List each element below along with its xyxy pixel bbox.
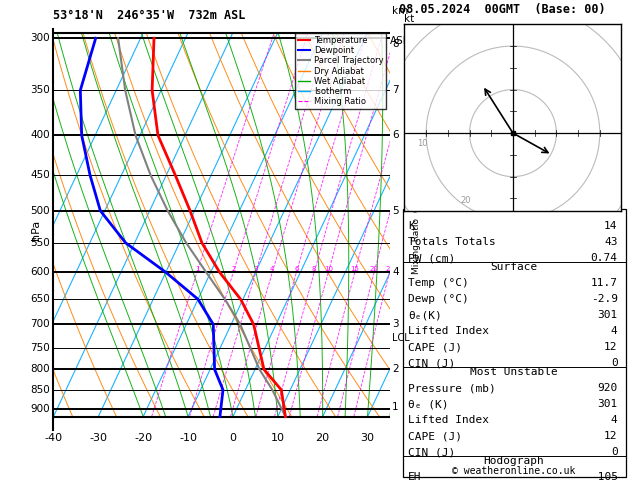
Text: θₑ (K): θₑ (K) xyxy=(408,399,448,409)
Text: 301: 301 xyxy=(598,310,618,320)
Text: Lifted Index: Lifted Index xyxy=(408,326,489,336)
Text: 800: 800 xyxy=(30,364,50,374)
Text: 30: 30 xyxy=(360,434,374,444)
Text: 0: 0 xyxy=(611,447,618,457)
Text: 5: 5 xyxy=(392,206,399,216)
Text: 10: 10 xyxy=(324,266,333,272)
Text: Pressure (mb): Pressure (mb) xyxy=(408,383,496,393)
Text: 4: 4 xyxy=(611,415,618,425)
Text: 6: 6 xyxy=(294,266,299,272)
Text: 1: 1 xyxy=(195,266,199,272)
Text: 400: 400 xyxy=(30,130,50,140)
Text: 12: 12 xyxy=(604,342,618,352)
Text: 450: 450 xyxy=(30,170,50,180)
Text: 0.74: 0.74 xyxy=(591,253,618,263)
Text: 500: 500 xyxy=(30,206,50,216)
Text: 350: 350 xyxy=(30,85,50,95)
Text: Temp (°C): Temp (°C) xyxy=(408,278,469,288)
Text: Lifted Index: Lifted Index xyxy=(408,415,489,425)
Text: 600: 600 xyxy=(30,267,50,278)
Text: 650: 650 xyxy=(30,295,50,304)
Text: CIN (J): CIN (J) xyxy=(408,358,455,368)
Text: Surface: Surface xyxy=(490,262,537,272)
Text: 20: 20 xyxy=(461,196,471,205)
Text: 900: 900 xyxy=(30,404,50,414)
Text: CAPE (J): CAPE (J) xyxy=(408,431,462,441)
Text: 4: 4 xyxy=(611,326,618,336)
Text: 11.7: 11.7 xyxy=(591,278,618,288)
Text: CAPE (J): CAPE (J) xyxy=(408,342,462,352)
Text: 3: 3 xyxy=(253,266,258,272)
Text: 920: 920 xyxy=(598,383,618,393)
Text: LCL: LCL xyxy=(392,333,409,344)
Text: -105: -105 xyxy=(591,472,618,482)
Text: 750: 750 xyxy=(30,343,50,353)
Text: 43: 43 xyxy=(604,237,618,247)
Text: 53°18'N  246°35'W  732m ASL: 53°18'N 246°35'W 732m ASL xyxy=(53,9,246,22)
Text: 15: 15 xyxy=(350,266,359,272)
Text: -10: -10 xyxy=(179,434,197,444)
Text: 10: 10 xyxy=(271,434,285,444)
Text: hPa: hPa xyxy=(31,220,40,240)
Text: EH: EH xyxy=(408,472,421,482)
Text: 2: 2 xyxy=(392,364,399,374)
Text: © weatheronline.co.uk: © weatheronline.co.uk xyxy=(452,466,576,476)
Text: θₑ(K): θₑ(K) xyxy=(408,310,442,320)
Legend: Temperature, Dewpoint, Parcel Trajectory, Dry Adiabat, Wet Adiabat, Isotherm, Mi: Temperature, Dewpoint, Parcel Trajectory… xyxy=(296,34,386,109)
Text: Hodograph: Hodograph xyxy=(483,456,544,466)
Text: ASL: ASL xyxy=(390,36,409,46)
Text: 301: 301 xyxy=(598,399,618,409)
Text: CIN (J): CIN (J) xyxy=(408,447,455,457)
Text: 25: 25 xyxy=(385,266,394,272)
Text: 4: 4 xyxy=(270,266,274,272)
Text: 2: 2 xyxy=(231,266,235,272)
Text: K: K xyxy=(408,221,415,231)
Text: 550: 550 xyxy=(30,238,50,248)
Text: Mixing Ratio  (g/kg): Mixing Ratio (g/kg) xyxy=(411,185,421,274)
Text: 20: 20 xyxy=(316,434,330,444)
Text: -30: -30 xyxy=(89,434,108,444)
Text: 6: 6 xyxy=(392,130,399,140)
Text: kt: kt xyxy=(404,14,415,24)
Text: 0: 0 xyxy=(611,358,618,368)
Text: 850: 850 xyxy=(30,385,50,395)
Text: 14: 14 xyxy=(604,221,618,231)
Text: 300: 300 xyxy=(30,33,50,43)
Text: Dewp (°C): Dewp (°C) xyxy=(408,294,469,304)
Text: 0: 0 xyxy=(230,434,237,444)
Text: km: km xyxy=(392,6,408,16)
Text: -20: -20 xyxy=(134,434,152,444)
Text: 8: 8 xyxy=(312,266,316,272)
Text: 4: 4 xyxy=(392,267,399,278)
Text: 10: 10 xyxy=(418,139,428,148)
Text: PW (cm): PW (cm) xyxy=(408,253,455,263)
Text: 3: 3 xyxy=(392,319,399,330)
Text: -40: -40 xyxy=(45,434,62,444)
Text: 700: 700 xyxy=(30,319,50,330)
Text: Most Unstable: Most Unstable xyxy=(470,367,557,377)
Text: 8: 8 xyxy=(392,39,399,49)
Text: 12: 12 xyxy=(604,431,618,441)
Text: Totals Totals: Totals Totals xyxy=(408,237,496,247)
Text: 20: 20 xyxy=(370,266,379,272)
Text: 1: 1 xyxy=(392,402,399,412)
Text: -2.9: -2.9 xyxy=(591,294,618,304)
Text: 08.05.2024  00GMT  (Base: 00): 08.05.2024 00GMT (Base: 00) xyxy=(399,2,606,16)
Text: 7: 7 xyxy=(392,85,399,95)
